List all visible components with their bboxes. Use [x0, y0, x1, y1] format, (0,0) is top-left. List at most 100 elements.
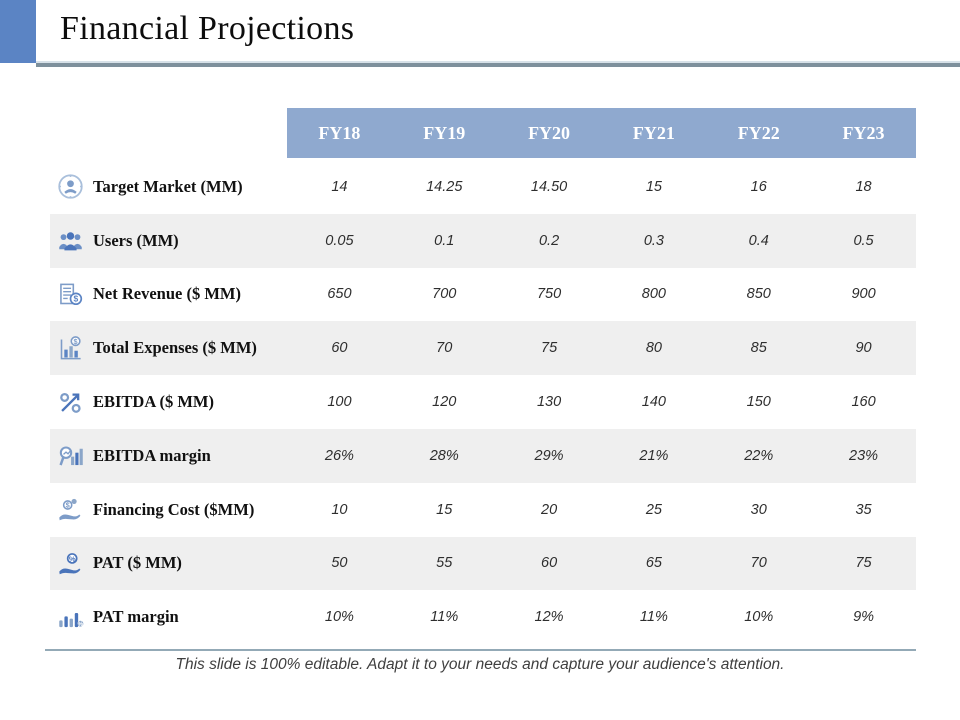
row-label: Target Market (MM)	[93, 176, 243, 196]
value-cell: 700	[432, 286, 457, 303]
value-cell: 30	[750, 501, 767, 518]
hand-percent-coin-icon: %	[59, 553, 81, 575]
value-cell: 100	[327, 394, 352, 411]
value-cell: 80	[645, 340, 662, 357]
svg-text:%: %	[69, 554, 76, 563]
table-row: Users (MM) 0.05 0.1 0.2 0.3 0.4 0.5	[50, 213, 916, 268]
value-cell: 15	[645, 178, 662, 195]
value-cell: 9%	[853, 609, 875, 626]
value-cell: 11%	[639, 609, 668, 626]
table-row: % PAT margin 10% 11% 12% 11% 10% 9%	[50, 590, 916, 644]
value-cell: 130	[536, 394, 562, 411]
value-cell: 10	[331, 501, 348, 518]
percent-arrow-icon	[60, 392, 81, 413]
value-cell: 60	[331, 340, 348, 357]
column-header: FY18	[318, 122, 361, 143]
value-cell: 12%	[534, 609, 564, 626]
value-cell: 14	[331, 178, 348, 195]
title-divider	[36, 61, 960, 67]
row-label-cell: $ Total Expenses ($ MM)	[50, 335, 287, 362]
value-cell: 850	[746, 286, 771, 303]
value-cell: 120	[432, 394, 457, 411]
value-cell: 0.3	[643, 232, 664, 249]
value-cell: 60	[541, 555, 558, 572]
value-cell: 65	[645, 555, 662, 572]
column-header: FY19	[423, 122, 466, 143]
value-cell: 70	[750, 555, 767, 572]
value-cell: 25	[645, 501, 662, 518]
value-cell: 22%	[744, 447, 774, 464]
value-cell: 800	[641, 286, 666, 303]
table-body: Target Market (MM) 14 14.25 14.50 15 16 18 Use…	[50, 160, 916, 644]
svg-text:$: $	[74, 337, 78, 346]
row-label-cell: % PAT margin	[50, 604, 287, 631]
hand-coins-icon: $	[59, 498, 81, 521]
footer-divider	[45, 649, 916, 651]
row-label-cell: EBITDA margin	[50, 442, 287, 469]
value-cell: 140	[641, 394, 666, 411]
bar-chart-percent-icon: %	[59, 612, 84, 628]
users-group-icon	[59, 232, 82, 251]
row-label: PAT ($ MM)	[93, 553, 182, 573]
column-header: FY22	[737, 122, 780, 143]
value-cell: 900	[851, 286, 876, 303]
value-cell: 0.2	[538, 232, 560, 249]
row-label-cell: % PAT ($ MM)	[50, 550, 287, 577]
value-cell: 21%	[639, 447, 669, 464]
table-row: % PAT ($ MM) 50 55 60 65 70 75	[50, 536, 916, 591]
value-cell: 26%	[324, 447, 354, 464]
value-cell: 0.1	[434, 232, 455, 249]
row-label: Net Revenue ($ MM)	[93, 284, 241, 304]
value-cell: 10%	[744, 609, 774, 626]
value-cell: 15	[436, 501, 453, 518]
value-cell: 35	[855, 501, 872, 518]
table-row: $ Total Expenses ($ MM) 60 70 75 80 85 90	[50, 321, 916, 376]
value-cell: 55	[436, 555, 453, 572]
row-label: PAT margin	[93, 607, 179, 627]
chart-dollar-icon: $	[60, 335, 81, 360]
target-person-icon	[58, 174, 83, 200]
value-cell: 23%	[849, 447, 879, 464]
row-label-cell: $ Net Revenue ($ MM)	[50, 281, 287, 308]
value-cell: 29%	[534, 447, 564, 464]
value-cell: 50	[331, 555, 348, 572]
value-cell: 85	[750, 340, 767, 357]
value-cell: 14.25	[426, 178, 463, 195]
table-row: EBITDA margin 26% 28% 29% 21% 22% 23%	[50, 428, 916, 483]
footer-note: This slide is 100% editable. Adapt it to…	[175, 656, 785, 673]
svg-text:$: $	[74, 294, 79, 304]
value-cell: 28%	[429, 447, 459, 464]
accent-square	[0, 0, 36, 63]
row-label: EBITDA ($ MM)	[93, 392, 214, 412]
row-label-cell: EBITDA ($ MM)	[50, 389, 287, 416]
row-label: EBITDA margin	[93, 445, 211, 465]
table-row: Target Market (MM) 14 14.25 14.50 15 16 18	[50, 160, 916, 214]
table-header-row: FY18 FY19 FY20 FY21 FY22 FY23	[287, 108, 916, 158]
svg-text:$: $	[66, 501, 70, 510]
table-row: $ Financing Cost ($MM) 10 15 20 25 30 35	[50, 483, 916, 537]
column-header: FY21	[632, 122, 675, 143]
table-row: EBITDA ($ MM) 100 120 130 140 150 160	[50, 375, 916, 429]
value-cell: 18	[855, 178, 872, 195]
row-label: Financing Cost ($MM)	[93, 499, 255, 519]
table-row: $ Net Revenue ($ MM) 650 700 750 800 850 900	[50, 268, 916, 322]
value-cell: 0.05	[325, 232, 354, 249]
value-cell: 20	[541, 501, 558, 518]
row-label-cell: Users (MM)	[50, 227, 287, 254]
value-cell: 160	[851, 394, 876, 411]
value-cell: 0.5	[853, 232, 874, 249]
invoice-dollar-icon: $	[60, 283, 83, 306]
value-cell: 150	[746, 394, 771, 411]
value-cell: 11%	[430, 609, 459, 626]
value-cell: 75	[541, 340, 558, 357]
column-header: FY23	[842, 122, 885, 143]
value-cell: 75	[855, 555, 872, 572]
value-cell: 70	[436, 340, 453, 357]
row-label: Total Expenses ($ MM)	[93, 338, 257, 358]
value-cell: 14.50	[530, 178, 568, 195]
value-cell: 10%	[324, 609, 354, 626]
value-cell: 16	[750, 178, 767, 195]
value-cell: 0.4	[748, 232, 769, 249]
row-label-cell: Target Market (MM)	[50, 173, 287, 200]
